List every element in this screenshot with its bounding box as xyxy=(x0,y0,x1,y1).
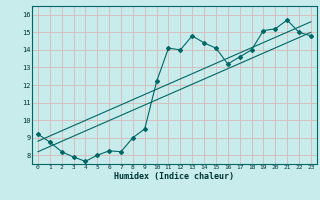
X-axis label: Humidex (Indice chaleur): Humidex (Indice chaleur) xyxy=(115,172,234,181)
